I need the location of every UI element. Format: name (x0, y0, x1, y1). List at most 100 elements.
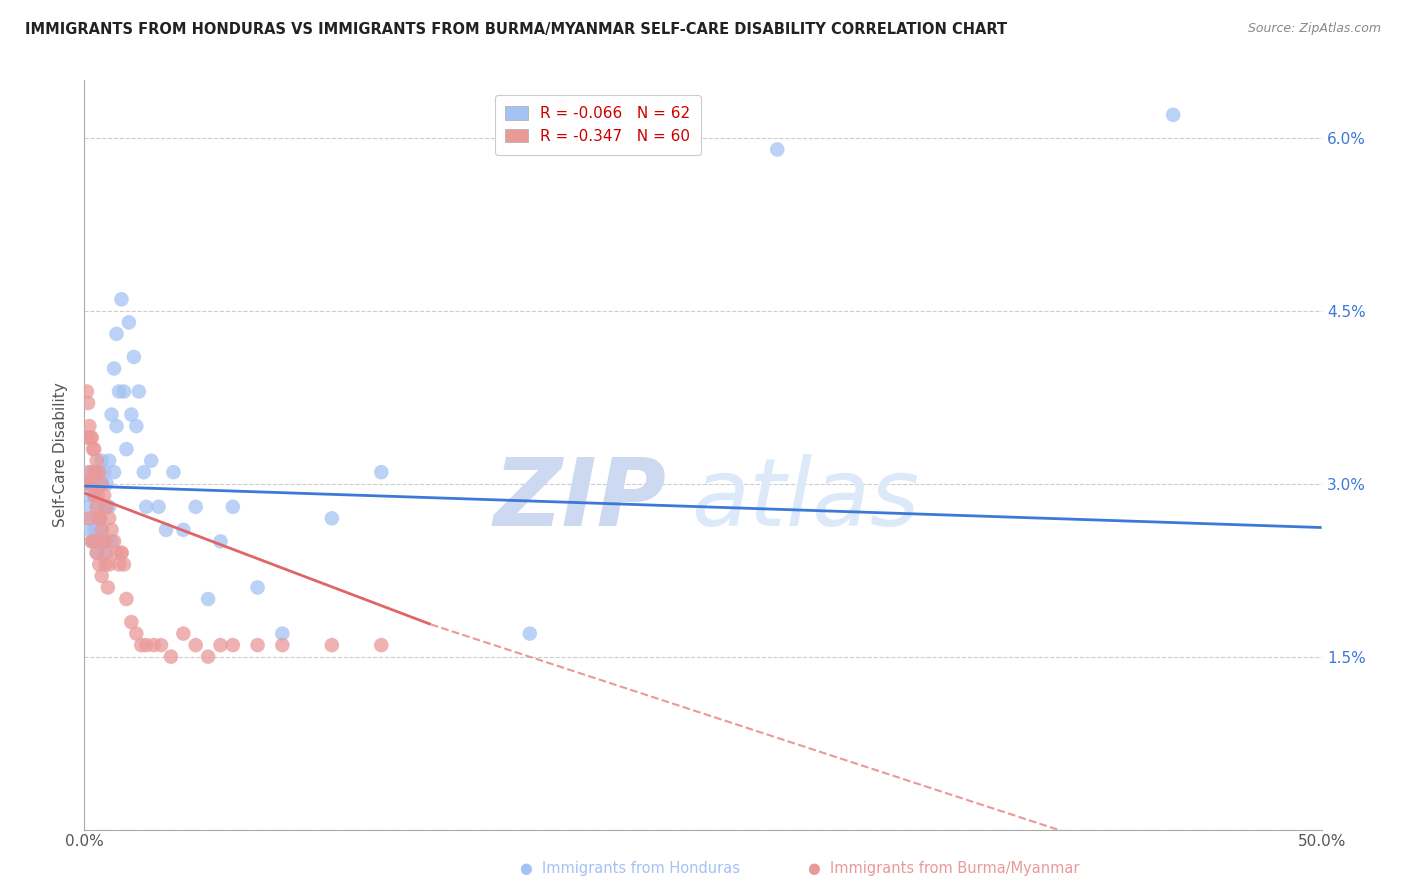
Point (76, 384, 98, 399)
Point (128, 384, 150, 399)
Point (93, 534, 115, 549)
Point (76, 500, 98, 514)
Point (321, 511, 343, 525)
Point (83, 523, 105, 537)
Point (83, 488, 105, 502)
Point (96, 476, 118, 491)
Point (96, 500, 118, 514)
Point (90, 476, 112, 491)
Point (110, 293, 132, 307)
Point (86, 500, 108, 514)
Point (271, 638, 294, 652)
Point (184, 638, 207, 652)
Text: Source: ZipAtlas.com: Source: ZipAtlas.com (1247, 22, 1381, 36)
Point (135, 638, 157, 652)
Point (100, 523, 122, 537)
Point (82, 442, 104, 457)
Point (105, 419, 128, 434)
Point (93, 500, 115, 514)
Point (150, 638, 173, 652)
Point (79, 431, 101, 445)
Point (79, 465, 101, 479)
Point (112, 558, 135, 572)
Point (370, 465, 392, 479)
Point (103, 361, 125, 376)
Point (76, 476, 98, 491)
Point (79, 419, 101, 434)
Point (108, 384, 131, 399)
Text: atlas: atlas (690, 454, 920, 545)
Legend: R = -0.066   N = 62, R = -0.347   N = 60: R = -0.066 N = 62, R = -0.347 N = 60 (495, 95, 702, 154)
Point (86, 476, 108, 491)
Point (89, 511, 111, 525)
Point (148, 500, 170, 514)
Point (108, 558, 131, 572)
Point (197, 592, 219, 607)
Point (86, 500, 108, 514)
Point (96, 534, 118, 549)
Point (125, 626, 148, 640)
Point (80, 511, 103, 525)
Point (98, 453, 121, 467)
Point (86, 523, 108, 537)
Point (120, 408, 142, 422)
Point (118, 315, 141, 329)
Point (103, 534, 125, 549)
Point (83, 534, 105, 549)
Point (90, 523, 112, 537)
Text: IMMIGRANTS FROM HONDURAS VS IMMIGRANTS FROM BURMA/MYANMAR SELF-CARE DISABILITY C: IMMIGRANTS FROM HONDURAS VS IMMIGRANTS F… (25, 22, 1008, 37)
Point (100, 408, 122, 422)
Point (184, 500, 207, 514)
Point (97, 581, 120, 595)
Point (98, 511, 121, 525)
Point (77, 396, 100, 410)
Point (125, 419, 148, 434)
Point (93, 546, 115, 560)
Point (100, 534, 122, 549)
Point (142, 638, 165, 652)
Point (115, 442, 138, 457)
Point (90, 453, 112, 467)
Point (89, 511, 111, 525)
Point (87, 488, 110, 502)
Point (321, 638, 343, 652)
Point (519, 626, 541, 640)
Point (209, 534, 232, 549)
Point (209, 638, 232, 652)
Point (80, 534, 103, 549)
Point (86, 546, 108, 560)
Point (94, 558, 117, 572)
Point (83, 442, 105, 457)
Y-axis label: Self-Care Disability: Self-Care Disability (53, 383, 69, 527)
Point (105, 326, 128, 341)
Point (83, 465, 105, 479)
Point (86, 453, 108, 467)
Point (80, 476, 103, 491)
Point (246, 638, 269, 652)
Point (141, 453, 163, 467)
Point (89, 465, 111, 479)
Point (89, 511, 111, 525)
Point (76, 431, 98, 445)
Point (370, 638, 392, 652)
Point (197, 649, 219, 664)
Point (80, 476, 103, 491)
Point (129, 638, 152, 652)
Point (110, 546, 132, 560)
Point (115, 592, 138, 607)
Point (89, 476, 111, 491)
Point (90, 569, 112, 583)
Point (79, 523, 101, 537)
Point (120, 615, 142, 629)
Point (155, 523, 177, 537)
Point (110, 546, 132, 560)
Point (79, 465, 101, 479)
Point (76, 476, 98, 491)
Point (84, 465, 107, 479)
Point (222, 500, 245, 514)
Point (96, 500, 118, 514)
Text: ●  Immigrants from Burma/Myanmar: ● Immigrants from Burma/Myanmar (808, 861, 1080, 876)
Point (246, 581, 269, 595)
Point (93, 465, 115, 479)
Text: ZIP: ZIP (494, 454, 666, 546)
